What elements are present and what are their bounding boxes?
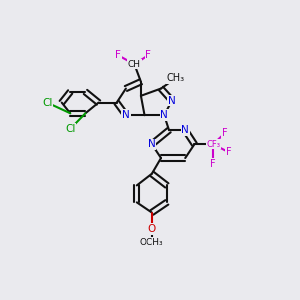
- Text: O: O: [148, 224, 156, 234]
- Text: N: N: [122, 110, 130, 120]
- Text: F: F: [210, 159, 216, 169]
- Text: N: N: [160, 110, 168, 120]
- Text: N: N: [168, 96, 176, 106]
- Text: CH: CH: [128, 60, 141, 69]
- Text: N: N: [182, 125, 189, 135]
- Text: N: N: [148, 139, 156, 149]
- Text: Cl: Cl: [42, 98, 52, 108]
- Text: F: F: [222, 128, 227, 138]
- Text: F: F: [115, 50, 121, 60]
- Text: CF₃: CF₃: [206, 140, 220, 149]
- Text: F: F: [146, 50, 152, 60]
- Text: CH₃: CH₃: [167, 74, 184, 83]
- Text: OCH₃: OCH₃: [140, 238, 164, 247]
- Text: F: F: [226, 147, 231, 157]
- Text: Cl: Cl: [65, 124, 75, 134]
